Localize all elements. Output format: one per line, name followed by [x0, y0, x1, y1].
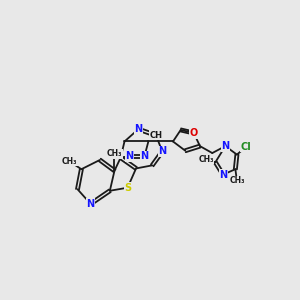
- Text: CH: CH: [150, 131, 163, 140]
- Text: N: N: [158, 146, 166, 157]
- Text: N: N: [221, 141, 230, 151]
- Text: CH₃: CH₃: [62, 157, 78, 166]
- Text: CH₃: CH₃: [198, 155, 214, 164]
- Text: N: N: [219, 169, 227, 180]
- Text: CH₃: CH₃: [107, 149, 122, 158]
- Text: CH₃: CH₃: [229, 176, 245, 185]
- Text: S: S: [124, 183, 131, 193]
- Text: Cl: Cl: [241, 142, 251, 152]
- Text: N: N: [86, 199, 95, 209]
- Text: N: N: [140, 151, 148, 161]
- Text: N: N: [134, 124, 142, 134]
- Text: O: O: [190, 128, 198, 138]
- Text: N: N: [125, 151, 133, 161]
